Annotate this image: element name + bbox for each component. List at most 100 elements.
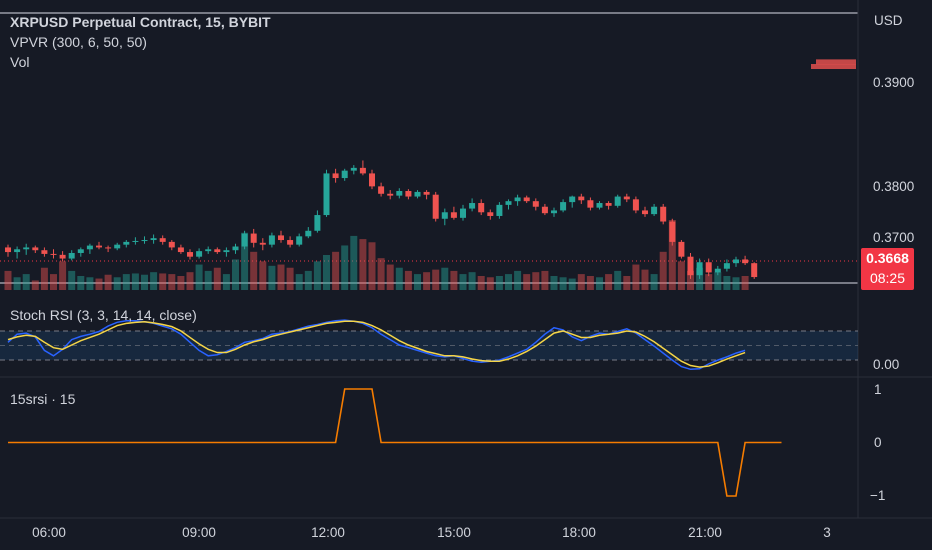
volume-bar [68, 270, 76, 290]
volume-bar [259, 261, 267, 290]
candle-body [478, 203, 485, 213]
volume-bar [495, 276, 503, 290]
volume-bar [368, 242, 376, 290]
volume-bar [441, 267, 449, 290]
candle-body [332, 173, 339, 179]
candle-body [50, 253, 57, 255]
volume-bar [414, 274, 421, 290]
candle-body [96, 245, 102, 248]
time-tick-label: 09:00 [182, 525, 216, 540]
candle-body [423, 191, 430, 195]
candle-body [614, 196, 621, 206]
volume-bar [477, 276, 485, 290]
volume-bar [705, 274, 713, 290]
candle-body [387, 193, 394, 196]
candle-body [14, 249, 21, 253]
volume-bars [4, 220, 749, 290]
symbol-title[interactable]: XRPUSD Perpetual Contract, 15, BYBIT [10, 14, 271, 30]
volume-bar [377, 258, 385, 290]
candle-body [605, 203, 612, 206]
candle-body [596, 203, 603, 208]
volume-bar [195, 264, 203, 290]
volume-bar [386, 264, 394, 290]
candle-body [350, 167, 357, 171]
candle-body [705, 262, 712, 273]
volume-bar [95, 278, 103, 290]
candlesticks [5, 160, 758, 279]
candle-body [414, 191, 421, 197]
volume-bar [641, 269, 649, 290]
volume-bar [586, 276, 594, 290]
volume-bar [250, 251, 258, 290]
volume-bar [168, 274, 176, 290]
candle-body [323, 173, 330, 216]
candle-body [369, 173, 375, 187]
candle-body [168, 241, 175, 248]
volume-bar [122, 274, 130, 290]
volume-bar [568, 278, 576, 290]
candle-body [268, 235, 275, 245]
volume-bar [59, 261, 67, 290]
volume-bar [286, 267, 294, 290]
volume-bar [596, 277, 603, 290]
srsi-series-line [8, 388, 782, 497]
candle-body [86, 245, 93, 250]
time-tick-label: 06:00 [32, 525, 66, 540]
volume-bar [131, 273, 139, 290]
currency-label: USD [874, 13, 903, 28]
candle-body [714, 268, 721, 273]
volume-bar [559, 277, 567, 290]
vpvr-row [816, 59, 856, 65]
volume-bar [241, 232, 249, 290]
candle-body [551, 210, 557, 214]
candle-body [250, 233, 257, 243]
candle-body [259, 242, 266, 245]
candle-body [32, 247, 39, 251]
volume-bar [623, 276, 631, 290]
volume-bar [486, 277, 494, 290]
srsi-axis-label: 0 [874, 435, 882, 450]
candle-body [696, 262, 703, 276]
candle-body [723, 263, 730, 269]
volume-bar [714, 272, 722, 290]
volume-bar [659, 251, 667, 290]
candle-body [41, 250, 48, 254]
volume-bar [723, 276, 731, 290]
volume-bar [50, 274, 57, 290]
srsi-line [8, 388, 782, 497]
volume-bar [40, 267, 48, 290]
volume-bar [232, 259, 239, 290]
candle-body [23, 247, 30, 250]
last-price-value: 0.3668 [866, 250, 909, 266]
volume-bar [277, 264, 285, 290]
stoch-legend: Stoch RSI (3, 3, 14, 14, close) [10, 305, 197, 325]
volume-bar [468, 272, 476, 290]
volume-bar [268, 265, 276, 290]
volume-bar [213, 267, 221, 290]
candle-body [660, 206, 667, 222]
indicator-vpvr[interactable]: VPVR (300, 6, 50, 50) [10, 34, 147, 50]
volume-bar [395, 267, 403, 290]
candle-body [742, 259, 749, 264]
volume-bar [304, 270, 312, 290]
volume-bar [632, 264, 640, 290]
volume-bar [31, 280, 39, 290]
volume-bar [541, 270, 549, 290]
candle-body [196, 251, 203, 257]
indicator-vol[interactable]: Vol [10, 54, 30, 70]
candle-body [487, 212, 494, 216]
volume-bar [532, 272, 540, 290]
candle-body [314, 215, 321, 231]
time-tick-label: 12:00 [311, 525, 345, 540]
volume-bar [77, 276, 85, 290]
candle-body [678, 241, 685, 257]
main-legend: XRPUSD Perpetual Contract, 15, BYBIT VPV… [10, 12, 271, 72]
srsi-title[interactable]: 15srsi · 15 [10, 391, 76, 407]
candle-body [405, 190, 412, 197]
stoch-rsi-lines [7, 319, 746, 371]
stoch-rsi-title[interactable]: Stoch RSI (3, 3, 14, 14, close) [10, 307, 197, 323]
candle-body [578, 196, 585, 201]
candle-body [59, 254, 66, 259]
volume-bar [577, 274, 585, 290]
